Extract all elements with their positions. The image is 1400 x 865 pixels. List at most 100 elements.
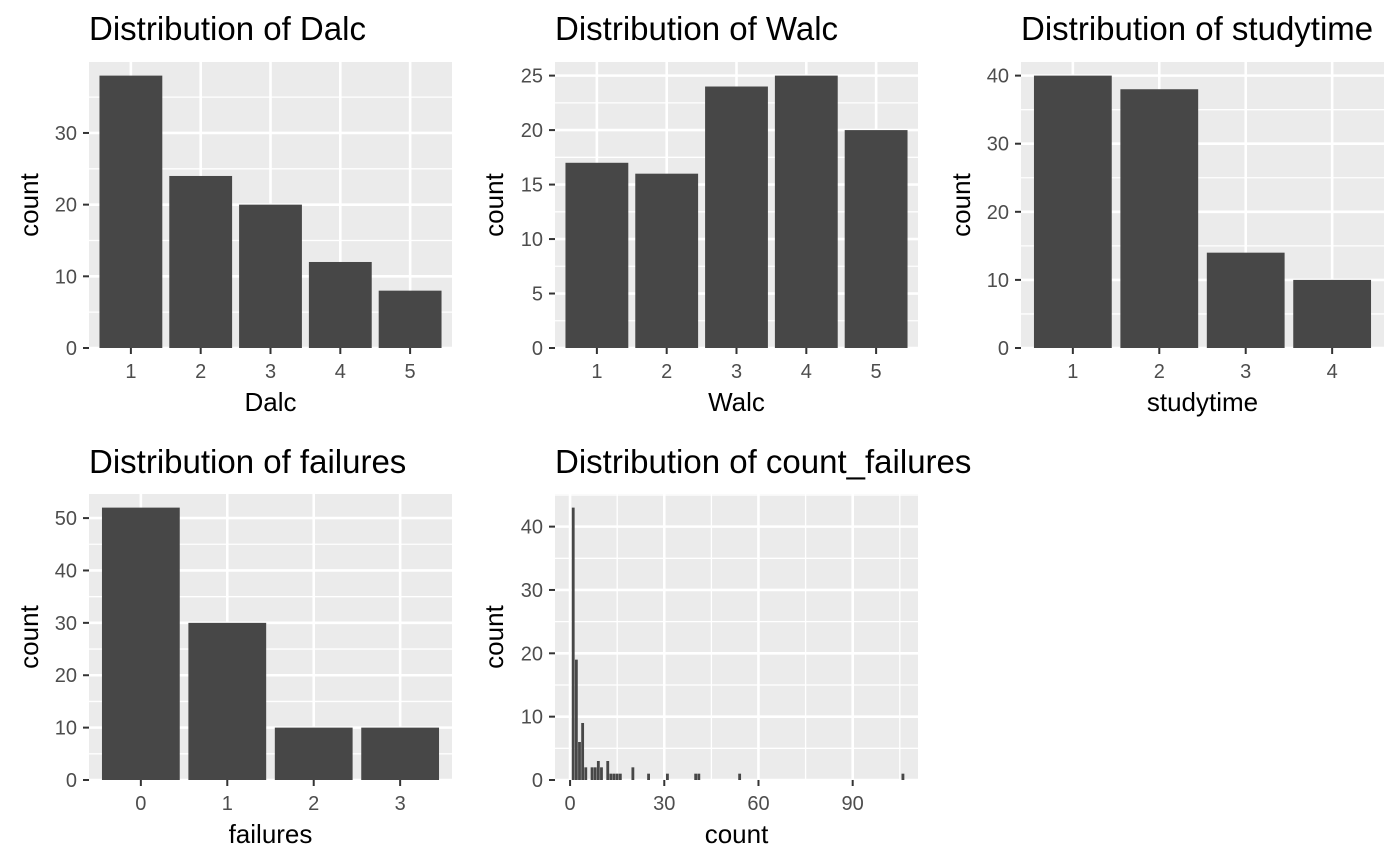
panel-background: [555, 494, 918, 780]
y-tick-label: 0: [66, 770, 77, 792]
bar-0: [101, 507, 180, 780]
y-tick-label: 30: [55, 123, 77, 145]
y-tick-label: 20: [521, 643, 543, 665]
bar-4: [774, 75, 838, 348]
bar-5: [584, 767, 588, 780]
y-tick-label: 40: [521, 517, 543, 539]
bar-3: [705, 86, 768, 348]
y-tick-label: 30: [55, 613, 77, 635]
x-tick-label: 1: [125, 361, 136, 383]
x-axis-title: failures: [229, 819, 313, 849]
bar-41: [697, 773, 701, 780]
x-tick-label: 2: [661, 361, 672, 383]
bar-10: [600, 767, 603, 780]
bar-15: [615, 773, 619, 780]
y-tick-label: 20: [55, 195, 77, 217]
x-tick-label: 2: [1154, 361, 1165, 383]
bar-1: [1033, 75, 1112, 348]
y-tick-label: 0: [532, 770, 543, 792]
bar-1: [571, 507, 575, 780]
x-axis-title: studytime: [1147, 387, 1258, 417]
x-tick-label: 4: [335, 361, 346, 383]
bar-7: [590, 767, 594, 780]
y-tick-label: 30: [987, 134, 1009, 156]
bar-9: [596, 760, 600, 780]
x-tick-label: 3: [395, 793, 406, 815]
y-tick-label: 0: [532, 338, 543, 360]
bar-1: [565, 162, 629, 348]
x-axis-title: Dalc: [244, 387, 296, 417]
chart-title: Distribution of failures: [89, 443, 406, 480]
y-tick-label: 40: [987, 66, 1009, 88]
bar-4: [581, 722, 585, 780]
bar-54: [738, 773, 742, 780]
bar-2: [1120, 89, 1199, 348]
y-axis-title: count: [14, 604, 44, 668]
x-tick-label: 1: [222, 793, 233, 815]
y-tick-label: 0: [998, 338, 1009, 360]
chart-title: Distribution of Walc: [555, 10, 838, 47]
bar-16: [618, 773, 622, 780]
y-tick-label: 20: [55, 665, 77, 687]
bar-3: [1206, 252, 1285, 348]
bar-5: [844, 130, 908, 348]
y-tick-label: 50: [55, 508, 77, 530]
x-tick-label: 4: [1327, 361, 1338, 383]
x-tick-label: 0: [135, 793, 146, 815]
bar-25: [647, 773, 650, 780]
bar-5: [378, 290, 442, 348]
bar-1: [188, 622, 267, 780]
x-tick-label: 3: [265, 361, 276, 383]
chart-panel-3: 0 10 20 30 40 1 2 3 4 Distribution of studytime st…: [946, 10, 1384, 417]
y-axis-title: count: [479, 172, 509, 236]
y-axis-title: count: [946, 172, 976, 236]
x-tick-label: 3: [1240, 361, 1251, 383]
x-tick-label: 60: [747, 793, 769, 815]
chart-title: Distribution of count_failures: [555, 443, 971, 480]
chart-title: Distribution of studytime: [1021, 10, 1373, 47]
x-tick-label: 0: [565, 793, 576, 815]
y-tick-label: 0: [66, 338, 77, 360]
y-tick-label: 40: [55, 560, 77, 582]
y-axis-title: count: [479, 604, 509, 668]
y-tick-label: 20: [521, 120, 543, 142]
y-tick-label: 30: [521, 580, 543, 602]
bar-4: [1293, 279, 1372, 348]
x-tick-label: 5: [405, 361, 416, 383]
bar-2: [274, 727, 353, 780]
bar-1: [99, 75, 163, 348]
bar-31: [666, 773, 669, 780]
y-tick-label: 20: [987, 202, 1009, 224]
x-tick-label: 4: [801, 361, 812, 383]
x-tick-label: 2: [308, 793, 319, 815]
x-tick-label: 1: [1067, 361, 1078, 383]
bar-13: [609, 773, 613, 780]
y-tick-label: 15: [521, 175, 543, 197]
x-tick-label: 5: [871, 361, 882, 383]
bar-40: [694, 773, 698, 780]
bar-2: [574, 659, 578, 780]
x-axis-title: Walc: [708, 387, 765, 417]
chart-panel-4: 0 10 20 30 40 50 0 1 2 3 Distribution of failures f…: [14, 443, 452, 849]
x-tick-label: 1: [591, 361, 602, 383]
y-tick-label: 5: [532, 284, 543, 306]
y-tick-label: 10: [55, 266, 77, 288]
y-axis-title: count: [14, 172, 44, 236]
x-axis-title: count: [705, 819, 769, 849]
y-tick-label: 10: [521, 707, 543, 729]
x-tick-label: 90: [842, 793, 864, 815]
y-tick-label: 10: [521, 229, 543, 251]
chart-panel-5: 0 10 20 30 40 0 30 60 90 Distribution of count_fa…: [479, 443, 971, 849]
x-tick-label: 3: [731, 361, 742, 383]
bar-20: [631, 767, 635, 780]
bar-4: [308, 261, 372, 348]
x-tick-label: 2: [195, 361, 206, 383]
bar-3: [239, 204, 302, 348]
y-tick-label: 10: [987, 270, 1009, 292]
bar-2: [169, 175, 233, 348]
x-tick-label: 30: [653, 793, 675, 815]
bar-8: [593, 767, 597, 780]
bar-2: [635, 173, 699, 348]
bar-14: [612, 773, 616, 780]
y-tick-label: 10: [55, 718, 77, 740]
